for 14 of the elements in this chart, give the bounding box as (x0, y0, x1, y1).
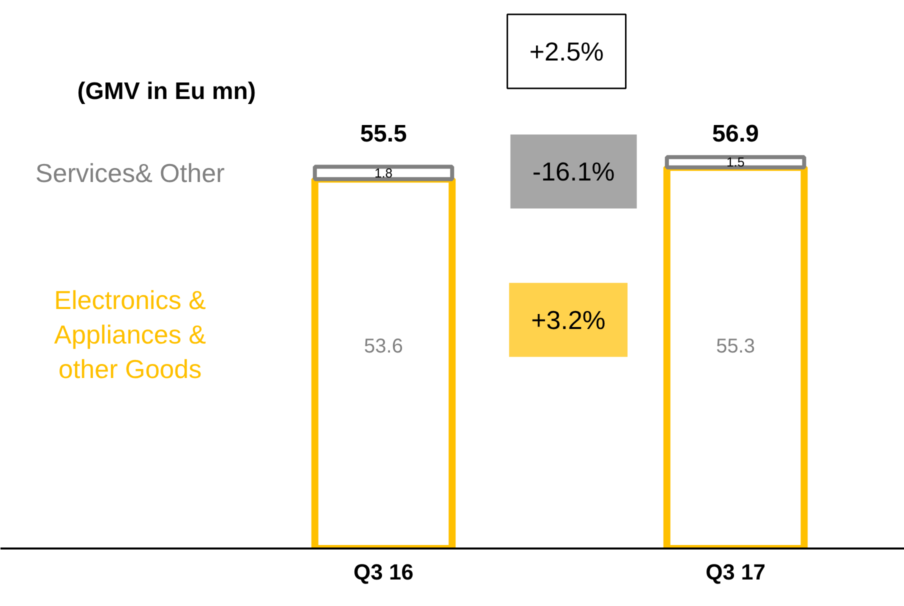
data-label: 1.8 (374, 165, 393, 180)
annotation: +3.2% (531, 304, 606, 335)
x-tick-label: Q3 17 (706, 560, 766, 584)
data-label: 55.3 (716, 335, 756, 358)
annotation: -16.1% (532, 156, 615, 187)
data-label: 1.5 (726, 154, 745, 170)
text: Services& Other (35, 158, 226, 188)
x-tick-label: Q3 16 (354, 560, 414, 584)
total-label: 56.9 (712, 120, 759, 148)
chart-title: (GMV in Eu mn) (77, 78, 256, 106)
total-label: 55.5 (360, 120, 407, 148)
data-label: 53.6 (364, 335, 403, 358)
text: +2.5% (529, 36, 604, 66)
text: Electronics & Appliances & other Goods (54, 284, 206, 384)
